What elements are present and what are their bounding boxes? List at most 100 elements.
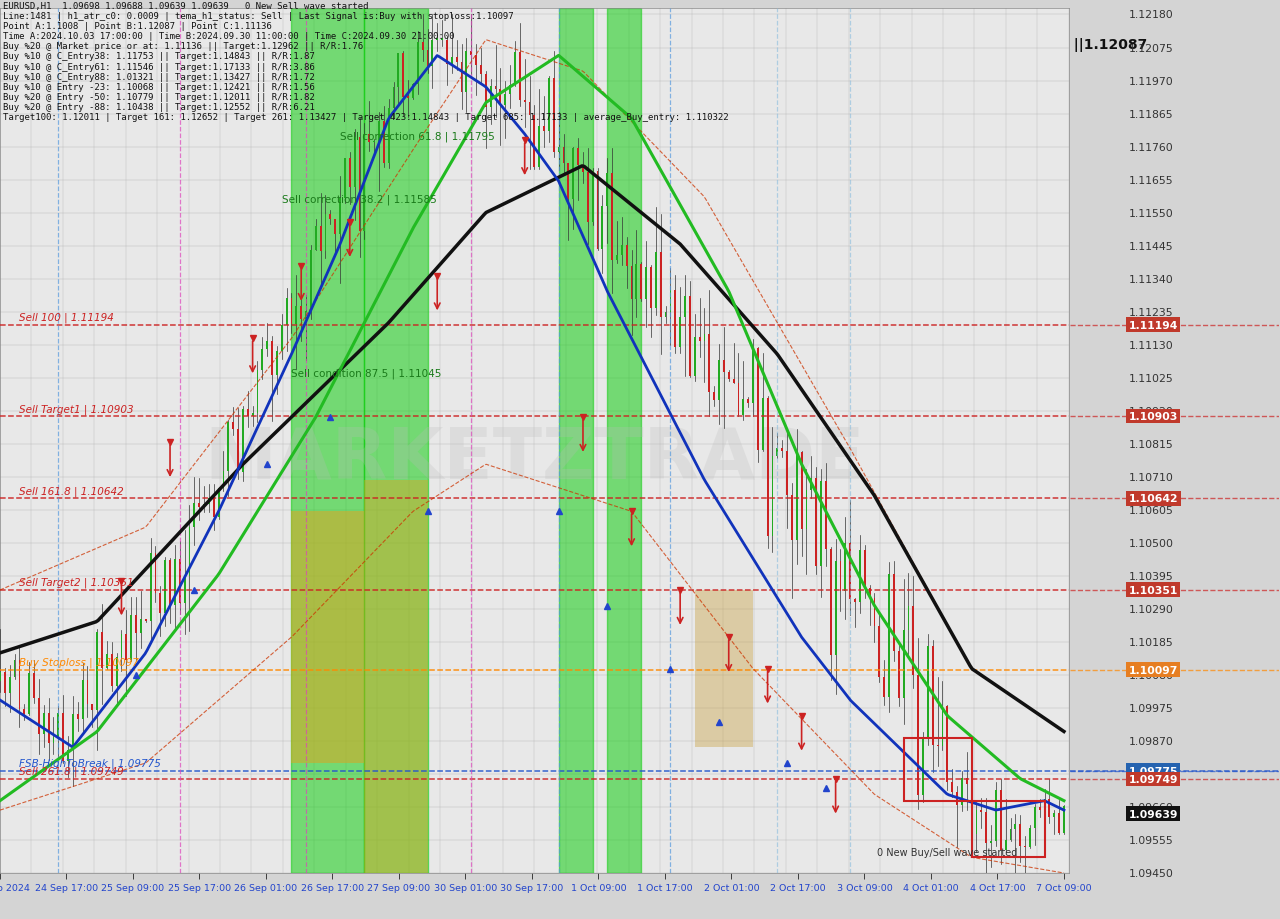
Bar [349, 159, 351, 188]
Text: 1.11760: 1.11760 [1129, 142, 1174, 153]
Bar [777, 448, 778, 457]
Bar [810, 478, 813, 491]
Text: 1.11235: 1.11235 [1129, 307, 1174, 317]
Bar [407, 97, 410, 98]
Bar [67, 750, 69, 761]
Bar [150, 553, 151, 621]
Bar [1024, 845, 1027, 847]
Bar [616, 255, 618, 260]
Bar [358, 138, 361, 233]
Text: 1.09450: 1.09450 [1129, 868, 1174, 878]
Bar [932, 647, 933, 745]
Text: Buy %10 @ C_Entry61: 1.11546 || Target:1.17133 || R/R:3.86: Buy %10 @ C_Entry61: 1.11546 || Target:1… [3, 62, 315, 72]
Text: 1.11655: 1.11655 [1129, 176, 1174, 186]
Bar [621, 245, 623, 255]
Bar [383, 122, 385, 164]
Text: Sell correction 38.2 | 1.11585: Sell correction 38.2 | 1.11585 [282, 194, 436, 205]
Bar [164, 561, 166, 614]
Bar [845, 543, 846, 591]
Bar [558, 148, 559, 153]
Bar [480, 65, 481, 74]
Text: 1.11550: 1.11550 [1129, 209, 1174, 219]
Text: 1.11025: 1.11025 [1129, 373, 1174, 383]
Bar [970, 784, 973, 834]
Bar [325, 214, 326, 252]
Bar [280, 325, 283, 352]
Text: 1.09749: 1.09749 [1129, 774, 1178, 784]
Text: 1.11340: 1.11340 [1129, 275, 1174, 284]
Text: Sell 161.8 | 1.10642: Sell 161.8 | 1.10642 [19, 485, 124, 496]
Text: 1.09975: 1.09975 [1129, 703, 1174, 713]
Bar [218, 488, 220, 517]
Bar [23, 709, 26, 714]
Bar [431, 40, 434, 66]
Bar [470, 52, 472, 56]
Bar [524, 100, 526, 103]
Bar [179, 559, 180, 603]
Bar [315, 226, 316, 251]
Bar [494, 87, 497, 90]
Bar [461, 63, 462, 93]
Bar [708, 335, 710, 392]
Bar [140, 619, 142, 634]
Bar [184, 576, 186, 603]
Bar [28, 673, 29, 714]
Bar [42, 713, 45, 734]
Bar [1043, 800, 1046, 811]
Bar [301, 307, 302, 320]
Bar [689, 297, 691, 376]
Text: Buy %20 @ Entry -88: 1.10438 || Target:1.12552 || R/R:6.21: Buy %20 @ Entry -88: 1.10438 || Target:1… [3, 103, 315, 112]
Bar [9, 677, 10, 693]
Text: 0 New Buy/Sell wave started: 0 New Buy/Sell wave started [877, 847, 1018, 857]
Bar [699, 337, 700, 342]
Bar [329, 214, 332, 220]
Bar [1039, 807, 1041, 811]
Bar [101, 632, 102, 668]
Bar [888, 574, 890, 697]
Bar [518, 53, 521, 100]
Bar [125, 635, 127, 660]
Bar [490, 87, 492, 108]
Bar [1019, 824, 1021, 846]
Bar [1010, 829, 1011, 840]
Bar [96, 632, 99, 710]
Text: 1.10080: 1.10080 [1129, 670, 1174, 680]
Text: Point A:1.1008 | Point B:1.12087 | Point C:1.11136: Point A:1.1008 | Point B:1.12087 | Point… [3, 22, 271, 31]
Bar [664, 312, 667, 318]
Bar [412, 85, 413, 98]
Bar [966, 778, 968, 784]
Bar [58, 713, 59, 737]
Bar [242, 410, 243, 472]
Bar [588, 173, 589, 222]
Bar [728, 372, 730, 380]
Bar [365, 481, 428, 889]
Text: EURUSD,H1  1.09698 1.09688 1.09639 1.09639   0 New Sell wave started: EURUSD,H1 1.09698 1.09688 1.09639 1.0963… [3, 2, 369, 11]
Bar [854, 599, 856, 602]
Bar [292, 512, 365, 763]
Text: 1.12075: 1.12075 [1129, 43, 1174, 53]
Bar [796, 452, 797, 540]
Bar [436, 39, 438, 40]
Bar [169, 561, 172, 606]
Text: Buy Stoploss | 1.10097: Buy Stoploss | 1.10097 [19, 657, 140, 667]
Bar [826, 482, 827, 550]
Bar [869, 588, 870, 598]
Text: 1.11445: 1.11445 [1129, 242, 1174, 252]
Bar [305, 312, 307, 320]
Bar [946, 706, 948, 782]
Bar [193, 504, 196, 528]
Bar [748, 399, 749, 404]
Text: 1.11130: 1.11130 [1129, 340, 1174, 350]
Bar [388, 109, 389, 164]
Bar [1015, 824, 1016, 829]
Text: Target100: 1.12011 | Target 161: 1.12652 | Target 261: 1.13427 | Target 423:1.14: Target100: 1.12011 | Target 161: 1.12652… [3, 113, 728, 122]
Bar [499, 90, 502, 107]
Bar [14, 661, 15, 677]
Text: 1.10642: 1.10642 [1129, 494, 1178, 504]
Bar [645, 267, 648, 300]
Text: Buy %20 @ Market price or at: 1.11136 || Target:1.12962 || R/R:1.76: Buy %20 @ Market price or at: 1.11136 ||… [3, 42, 362, 51]
Text: 1.10710: 1.10710 [1129, 472, 1174, 482]
Text: Sell Target2 | 1.10351: Sell Target2 | 1.10351 [19, 577, 134, 587]
Bar [591, 172, 594, 222]
Bar [607, 9, 641, 873]
